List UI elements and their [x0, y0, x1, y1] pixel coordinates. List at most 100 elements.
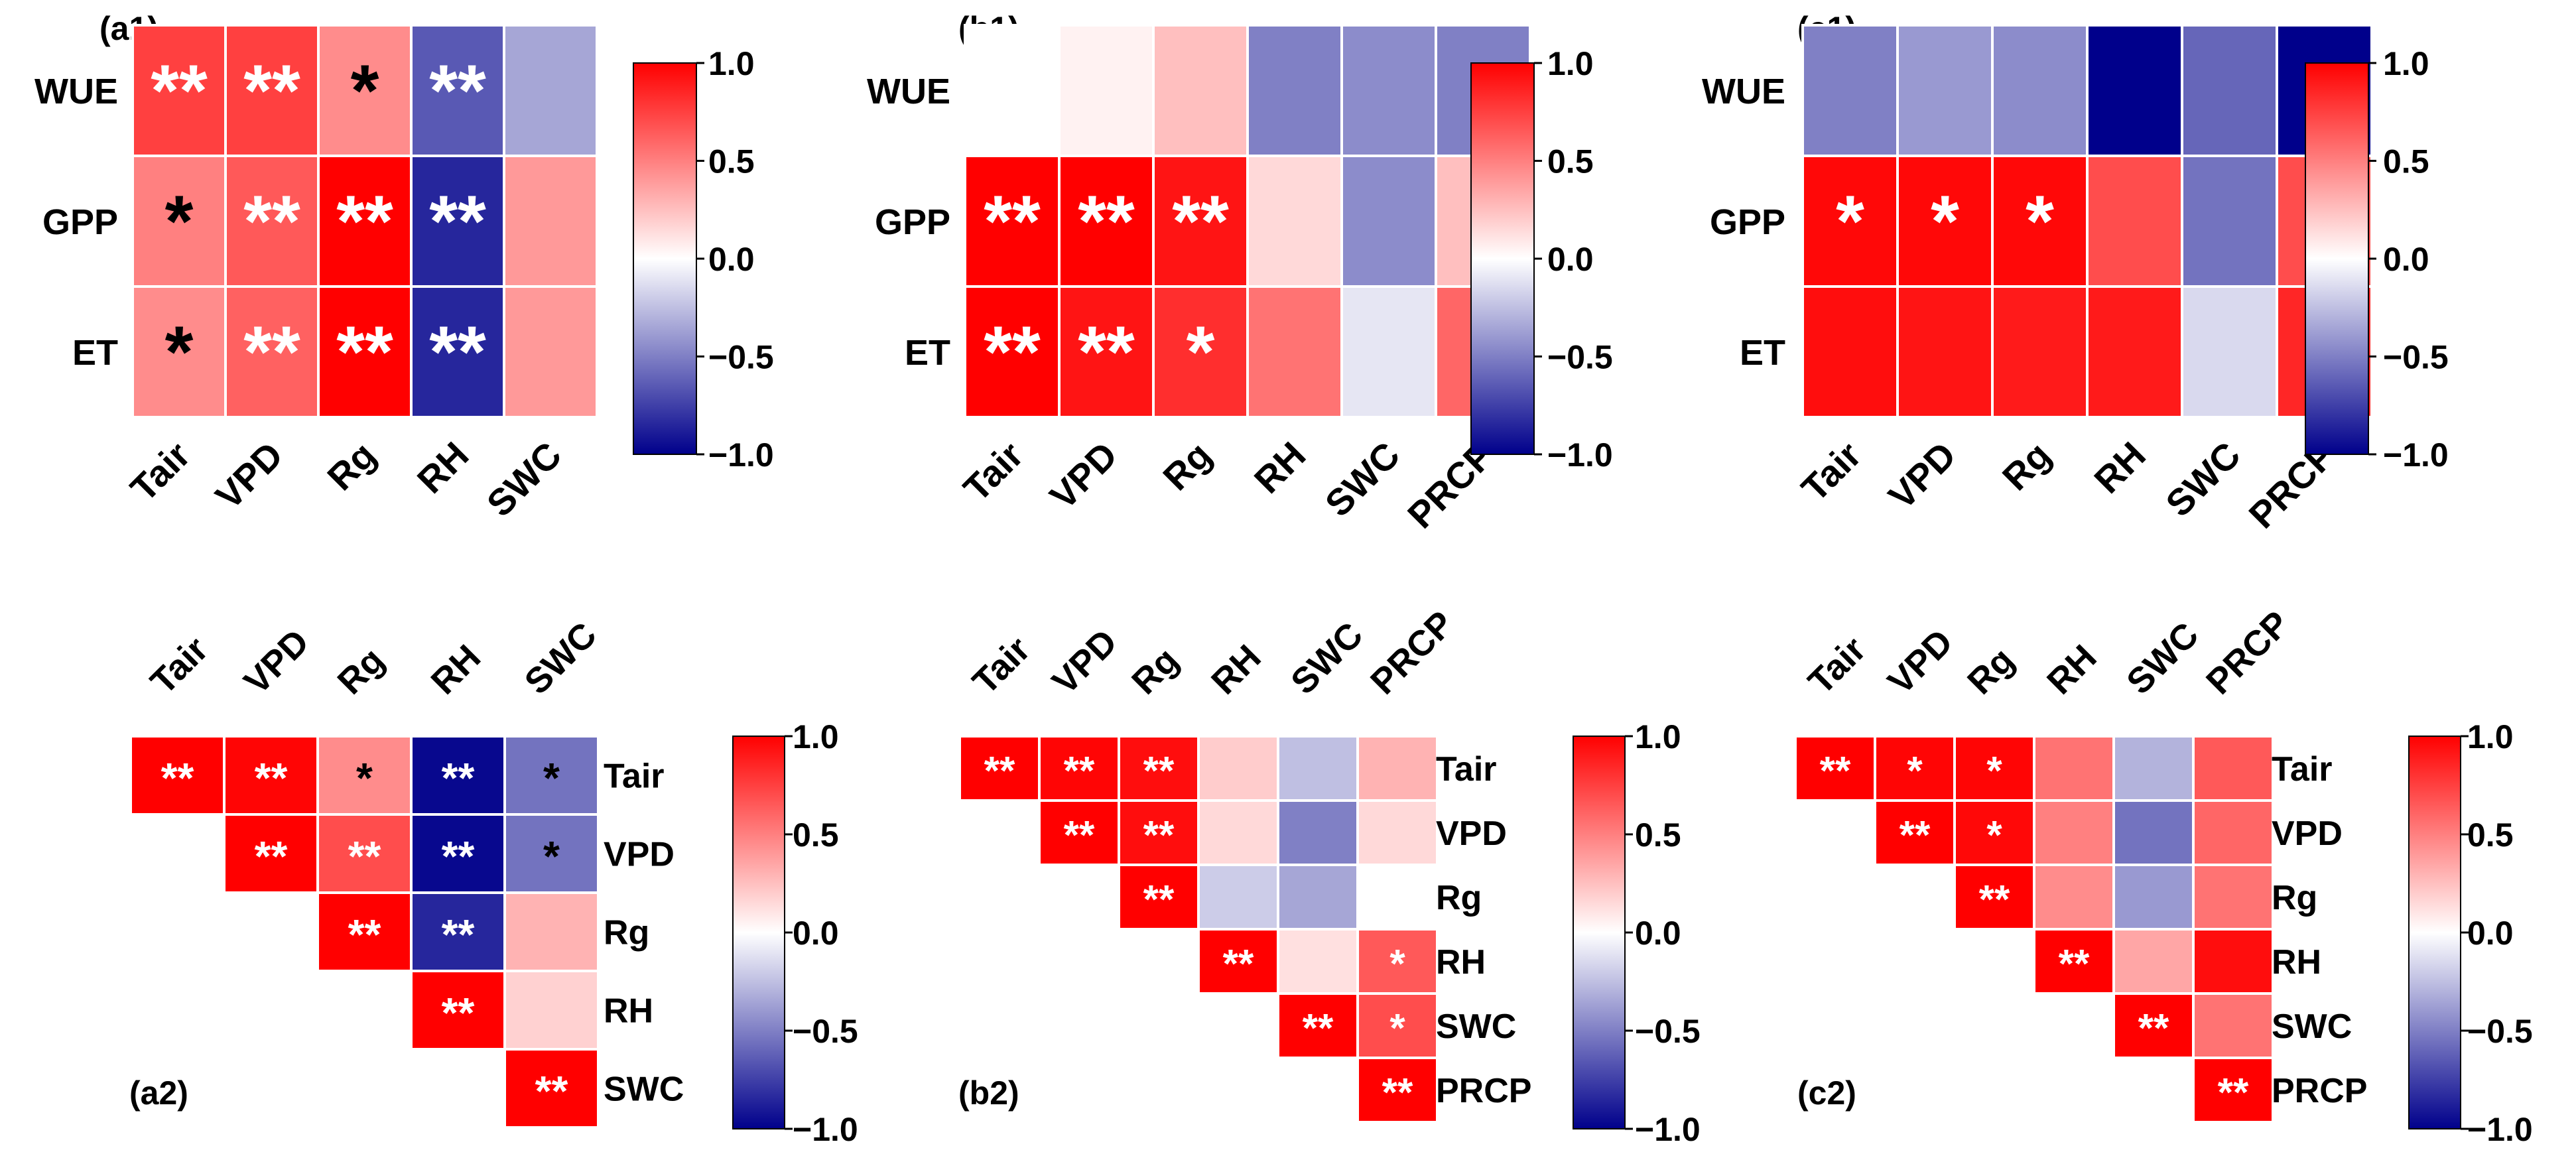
heatmap-cell-et-tair: [131, 285, 227, 418]
colorbar-tick-label: 1.0: [793, 718, 839, 755]
column-label-rg: Rg: [319, 434, 383, 498]
significance-mark: **: [1143, 877, 1175, 922]
colorbar-tick-label: −0.5: [2467, 1013, 2533, 1050]
column-label-vpd: VPD: [237, 622, 317, 702]
significance-mark: *: [1907, 749, 1923, 793]
panel-label: (c2): [1797, 1074, 1856, 1112]
column-labels: Tair VPD Rg RH SWC: [122, 434, 569, 525]
significance-mark: **: [1172, 181, 1229, 263]
significance-marks: ** * *** *********: [1820, 749, 2249, 1115]
heatmap-cell-vpd-swc: [503, 813, 600, 894]
heatmap-cell-vpd-rg: [1118, 799, 1200, 866]
significance-mark: **: [442, 911, 475, 958]
significance-mark: **: [984, 749, 1015, 793]
row-label-gpp: GPP: [875, 202, 950, 242]
heatmap-cell-rg-rh: [1197, 864, 1279, 931]
significance-mark: *: [1389, 1006, 1405, 1051]
colorbar-tick-label: 0.0: [1547, 241, 1594, 278]
significance-mark: *: [1389, 942, 1405, 986]
column-labels: Tair VPD Rg RH SWC: [143, 615, 605, 702]
column-label-swc: SWC: [1283, 615, 1371, 702]
colorbar-tick-label: 0.5: [1547, 143, 1594, 180]
heatmap-cell-wue-rg: [1152, 24, 1249, 157]
heatmap-cell-gpp-rg: [317, 155, 413, 288]
heatmap-cell-tair-vpd: [223, 735, 319, 816]
colorbar-tick-label: 0.5: [793, 816, 839, 854]
row-label-wue: WUE: [1702, 72, 1785, 111]
significance-mark: **: [255, 754, 288, 802]
heatmap-cell-gpp-swc: [1340, 155, 1437, 288]
panel-c2: (c2) ** * *** ********* TairVPDRgRHSWCPRCP …: [1794, 604, 2533, 1148]
significance-mark: **: [984, 312, 1041, 393]
colorbar-gradient: [2305, 62, 2369, 455]
heatmap-cell-tair-prcp: [2192, 735, 2274, 802]
panel-b2: (b2) ** ** **** ****** *** *** TairVPDRgRHSWC…: [958, 604, 1701, 1148]
row-label-rh: RH: [604, 992, 653, 1031]
heatmap-cell-wue-vpd: [224, 24, 320, 157]
heatmap-cell-rg-rh: [2033, 864, 2115, 931]
row-label-rg: Rg: [1436, 879, 1482, 917]
column-label-swc: SWC: [1317, 434, 1408, 525]
column-label-rg: Rg: [330, 640, 392, 702]
row-label-wue: WUE: [867, 72, 950, 111]
significance-mark: **: [1143, 813, 1175, 858]
row-label-rg: Rg: [2272, 879, 2317, 917]
heatmap-cell-tair-tair: [958, 735, 1041, 802]
significance-mark: **: [336, 181, 393, 263]
significance-mark: **: [255, 832, 288, 880]
colorbar-gradient: [1470, 62, 1535, 455]
column-label-tair: Tair: [122, 434, 198, 509]
heatmap-cell-tair-swc: [503, 735, 600, 816]
column-label-vpd: VPD: [1045, 622, 1125, 702]
row-label-swc: SWC: [604, 1070, 684, 1109]
heatmap-cell-tair-tair: [1794, 735, 1876, 802]
column-label-swc: SWC: [2119, 615, 2207, 702]
heatmap-cell-wue-tair: [131, 24, 227, 157]
heatmap-cell-et-swc: [1340, 285, 1437, 418]
column-label-rg: Rg: [1155, 434, 1219, 498]
column-label-tair: Tair: [1801, 629, 1874, 702]
colorbar-tick-label: −1.0: [708, 436, 774, 474]
column-label-tair: Tair: [1793, 434, 1869, 509]
significance-mark: **: [984, 181, 1041, 263]
colorbar-tick-label: −1.0: [793, 1111, 858, 1148]
heatmap-cell-prcp-prcp: [1356, 1057, 1439, 1124]
heatmap-cell-et-rg: [1991, 285, 2089, 418]
significance-mark: *: [1986, 749, 2002, 793]
row-labels: WUE GPP ET: [34, 72, 118, 373]
colorbar-tick-label: 0.5: [1635, 816, 1681, 854]
significance-marks: ** ** **** ** *: [984, 181, 1229, 393]
row-labels: WUE GPP ET: [1702, 72, 1785, 373]
row-label-prcp: PRCP: [2272, 1072, 2367, 1110]
colorbar: 1.0 0.5 0.0 −0.5 −1.0: [732, 718, 858, 1148]
column-label-vpd: VPD: [208, 434, 291, 517]
heatmap-cell-et-rg: [317, 285, 413, 418]
heatmap-cell-wue-swc: [1340, 24, 1437, 157]
column-label-vpd: VPD: [1880, 434, 1964, 517]
column-label-rg: Rg: [1124, 640, 1186, 702]
heatmap-cell-et-swc: [503, 285, 598, 418]
heatmap-cells: [964, 24, 1531, 418]
colorbar: 1.0 0.5 0.0 −0.5 −1.0: [1573, 718, 1701, 1148]
colorbar-tick-label: −1.0: [1635, 1111, 1701, 1148]
significance-mark: *: [165, 312, 194, 393]
row-label-wue: WUE: [34, 72, 118, 111]
colorbar-tick-label: −0.5: [708, 339, 774, 376]
column-label-vpd: VPD: [1042, 434, 1126, 517]
colorbar-tick-label: 0.5: [708, 143, 755, 180]
colorbar-tick-label: 1.0: [2383, 45, 2429, 82]
row-label-et: ET: [72, 333, 118, 373]
row-label-swc: SWC: [2272, 1007, 2352, 1046]
significance-marks: ****: [1836, 50, 2339, 263]
heatmap-cells: [1801, 24, 2373, 418]
heatmap-cell-gpp-rh: [1246, 155, 1343, 288]
heatmap-cell-swc-swc: [1277, 992, 1359, 1059]
significance-mark: *: [1986, 813, 2002, 858]
significance-marks: ** ** * ** *** ** ** *** ******: [161, 754, 568, 1115]
row-label-vpd: VPD: [1436, 814, 1507, 853]
heatmap-cell-tair-rg: [316, 735, 413, 816]
heatmap-cell-tair-tair: [129, 735, 225, 816]
